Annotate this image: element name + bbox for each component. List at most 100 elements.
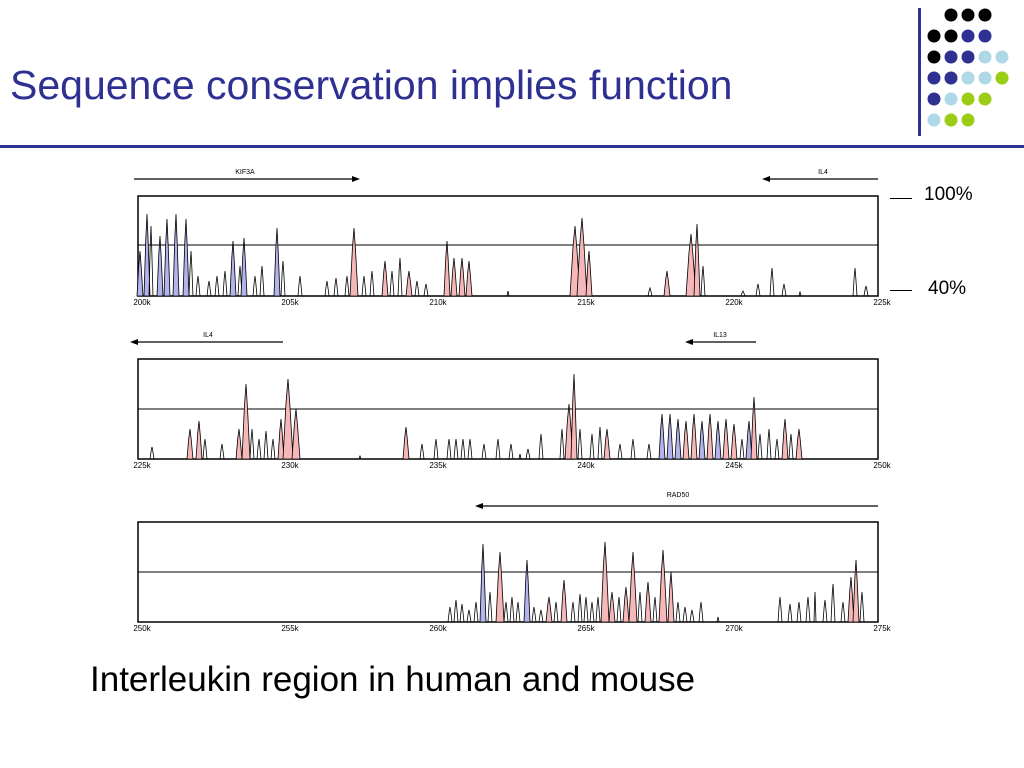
conservation-peak [595,596,601,623]
conservation-peak [647,286,653,297]
conserved-region-fill [675,419,681,459]
conservation-peak [358,454,362,460]
conservation-peak [460,438,466,460]
conservation-peak [405,270,413,297]
conservation-peak [381,260,389,297]
conservation-peak [453,438,459,460]
decorative-dot [961,29,975,43]
conservation-peak [235,428,243,460]
conservation-peak [644,581,652,623]
arrowhead-left [762,176,770,182]
axis-tick-label: 230k [281,461,299,470]
conservation-profile [149,373,803,460]
conserved-region-fill [664,271,670,296]
conserved-region-fill [451,258,457,296]
axis-tick-label: 225k [873,298,891,307]
axis-tick-label: 225k [133,461,151,470]
conservation-peak [781,283,787,297]
conserved-region-fill [173,214,179,296]
conserved-region-fill [796,429,802,459]
conservation-peak [466,609,472,623]
scale-tick-40 [890,290,912,291]
conservation-peak [628,551,638,623]
conservation-peak [256,438,262,460]
conserved-region-fill [686,234,696,296]
conserved-region-fill [561,580,567,622]
conservation-peak [149,446,155,460]
plot-frame [137,195,879,297]
arrowhead-left [130,339,138,345]
conservation-peak [616,596,622,623]
conserved-region-fill [406,271,412,296]
conservation-peak [214,275,220,297]
conservation-peak [506,290,510,297]
conservation-peak [570,373,578,460]
axis-tick-label: 245k [725,461,743,470]
conserved-region-fill [683,421,689,459]
conserved-region-fill [283,379,293,459]
conservation-peak [195,275,201,297]
conservation-peak [755,283,761,297]
conserved-region-fill [723,419,729,459]
conservation-peak [446,438,452,460]
conservation-peak [589,601,595,623]
gene-label-rad50: RAD50 [667,492,690,499]
conserved-region-fill [565,404,573,459]
conservation-peak [148,225,154,297]
conservation-peak [781,418,789,460]
axis-tick-label: 240k [577,461,595,470]
conserved-region-fill [853,560,859,622]
scale-label-100: 100% [924,184,973,205]
conservation-peak [658,413,666,460]
conserved-region-fill [751,397,757,459]
axis-tick-label: 250k [133,624,151,633]
decorative-dot [927,113,941,127]
conservation-peak [852,559,860,623]
conservation-peak [830,583,836,623]
conserved-region-fill [241,238,247,296]
conservation-peak [603,428,611,460]
conservation-peak [682,606,688,623]
conservation-peak [863,285,869,297]
conservation-peak [589,433,595,460]
conservation-peak [583,596,589,623]
decorative-dot [978,50,992,64]
conserved-region-fill [609,592,615,622]
conserved-region-fill [577,218,587,296]
axis-tick-label: 200k [133,298,151,307]
axis-tick-label: 255k [281,624,299,633]
conserved-region-fill [236,429,242,459]
conservation-plots: KIF3A IL4 200k 205k 210k 215k 220k 225k … [130,169,892,633]
decorative-dot [995,71,1009,85]
conservation-peak [757,433,763,460]
conservation-peak [202,438,208,460]
conserved-region-fill [707,414,713,459]
title-underline [0,145,1024,148]
conservation-peak [652,596,658,623]
conserved-region-fill [137,251,143,296]
conservation-peak [788,433,794,460]
conservation-peak [182,218,190,297]
slide-caption: Interleukin region in human and mouse [90,660,696,699]
conserved-region-fill [278,419,284,459]
gene-label-il4: IL4 [818,169,828,176]
conservation-peak [538,433,544,460]
conserved-region-fill [731,424,737,459]
conservation-peak [739,438,745,460]
gene-label-kif3a: KIF3A [235,169,255,176]
decorative-dot [978,29,992,43]
conservation-peak [531,606,537,623]
conservation-peak [796,601,802,623]
conserved-region-fill [466,261,472,296]
conservation-peak [730,423,738,460]
axis-tick-label: 235k [429,461,447,470]
gene-label-il4: IL4 [203,332,213,339]
conservation-peak [553,601,559,623]
conservation-peak [495,438,501,460]
conservation-peak [459,603,465,623]
decorative-dot [961,50,975,64]
conserved-region-fill [164,219,170,296]
conserved-region-fill [667,414,673,459]
conservation-peak [240,237,248,297]
conservation-peak [369,270,375,297]
